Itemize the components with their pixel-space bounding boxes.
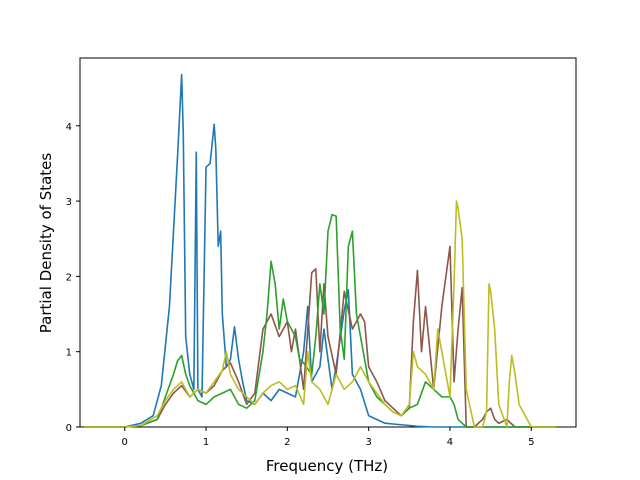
series-layer	[84, 73, 556, 428]
x-axis-label: Frequency (THz)	[266, 457, 388, 475]
x-tick-label: 5	[528, 437, 534, 448]
y-tick-label: 3	[66, 197, 72, 208]
y-axis-ticks: 0 1 2 3 4	[66, 122, 80, 434]
y-tick-label: 1	[66, 348, 72, 359]
plot-area	[79, 57, 577, 428]
plot-border	[79, 57, 577, 428]
x-tick-label: 3	[365, 437, 371, 448]
series-line-3	[84, 213, 556, 428]
x-tick-label: 1	[203, 437, 209, 448]
x-tick-label: 2	[284, 437, 290, 448]
x-axis-ticks: 0 1 2 3 4 5	[122, 427, 534, 448]
series-line-2	[84, 245, 556, 428]
series-line-4	[84, 200, 556, 428]
y-tick-label: 2	[66, 272, 72, 283]
x-tick-label: 4	[447, 437, 453, 448]
x-tick-label: 0	[122, 437, 128, 448]
y-tick-label: 0	[66, 423, 72, 434]
y-axis-label: Partial Density of States	[37, 153, 55, 334]
y-tick-label: 4	[66, 122, 72, 133]
series-line-1	[84, 73, 556, 428]
